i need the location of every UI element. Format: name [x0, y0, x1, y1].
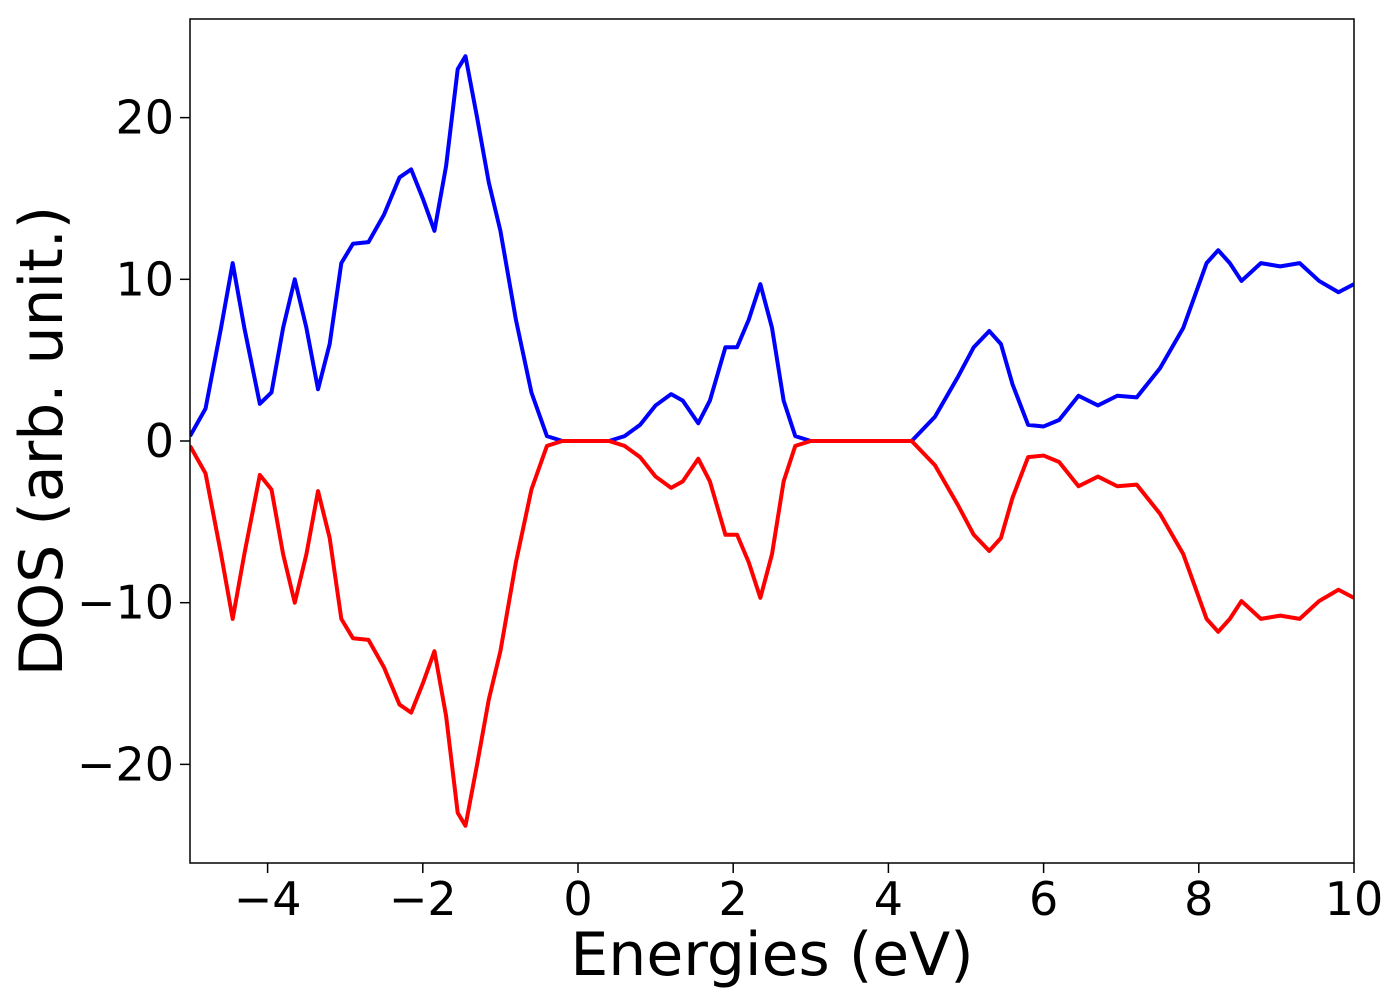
series-line — [190, 54, 1354, 443]
y-axis-label: DOS (arb. unit.) — [7, 206, 77, 676]
y-tick-label: 20 — [115, 91, 174, 145]
x-tick-label: 10 — [1325, 872, 1384, 926]
x-tick-label: −4 — [234, 872, 302, 926]
x-tick-label: 8 — [1184, 872, 1213, 926]
plot-frame — [189, 18, 1355, 864]
x-tick-label: −2 — [389, 872, 457, 926]
y-tick-label: 10 — [115, 252, 174, 306]
x-tick-label: 2 — [719, 872, 748, 926]
series-line — [190, 439, 1354, 828]
x-tick-label: 6 — [1029, 872, 1058, 926]
y-tick-label: −20 — [77, 737, 174, 791]
x-axis-label: Energies (eV) — [570, 920, 973, 990]
y-tick-label: 0 — [145, 414, 174, 468]
y-tick-label: −10 — [77, 576, 174, 630]
x-tick-label: 4 — [874, 872, 903, 926]
x-tick-label: 0 — [563, 872, 592, 926]
